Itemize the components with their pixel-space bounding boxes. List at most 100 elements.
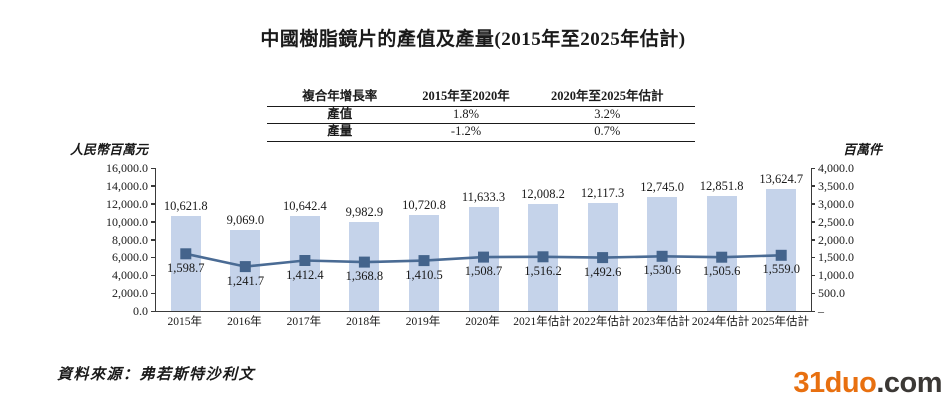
right-axis-tick-mark [811,239,815,241]
left-axis-tick-label: 12,000.0 [106,196,148,211]
cagr-row-label: 產量 [267,123,413,142]
right-axis-tick-mark [811,185,815,187]
right-axis-tick-mark [811,310,815,312]
line-value-label: 1,368.8 [345,269,384,284]
x-axis-tick-label: 2023年估計 [632,316,690,328]
cagr-header-period-2: 2020年至2025年估計 [519,89,695,107]
watermark-suffix: .com [876,367,942,399]
line-value-label: 1,492.6 [583,264,622,279]
bar-2015年 [170,216,201,311]
bar-value-label: 12,745.0 [640,180,684,195]
line-value-label: 1,516.2 [524,263,562,278]
cagr-value: 1.8% [412,106,520,124]
line-marker [358,256,370,268]
x-axis-tick-label: 2025年估計 [751,316,809,328]
right-axis-tick-label: – [818,304,824,318]
line-marker [418,255,430,267]
right-axis-tick-label: 3,000.0 [818,196,854,211]
line-value-label: 1,410.5 [405,267,443,282]
line-value-label: 1,559.0 [762,262,800,277]
cagr-row-label: 產值 [267,106,413,124]
right-axis-tick-mark [811,292,815,295]
watermark-brand: 31duo [793,367,877,399]
bar-value-label: 11,633.3 [461,190,506,205]
bar-value-label: 9,982.9 [345,204,384,219]
bar-value-label: 10,642.4 [282,198,327,213]
right-axis-tick-label: 2,000.0 [818,232,854,247]
left-axis-tick-mark [151,167,155,169]
watermark: 31duo.com [793,367,942,399]
x-axis-tick-label: 2018年 [346,316,381,328]
right-axis-tick-mark [811,167,815,169]
line-marker [299,255,311,266]
right-axis-tick-mark [811,274,815,277]
x-axis-tick-label: 2024年估計 [691,316,750,328]
bar-value-label: 12,851.8 [699,179,744,194]
line-value-label: 1,505.6 [702,264,741,279]
left-axis-tick-mark [151,221,155,223]
line-series [180,248,787,273]
line-value-label: 1,241.7 [226,273,265,288]
left-axis-tick-label: 2,000.0 [112,286,148,301]
left-axis-tick-mark [151,256,155,259]
left-axis-tick-label: 16,000.0 [106,161,148,175]
line-value-label: 1,530.6 [643,263,681,278]
right-axis-tick-label: 2,500.0 [818,214,854,229]
line-marker [537,251,549,263]
left-axis-tick-label: 0.0 [133,304,148,318]
line-marker [716,251,728,263]
x-axis-tick-label: 2021年估計 [513,316,571,328]
cagr-value: 0.7% [519,123,695,142]
bar-value-label: 9,069.0 [226,212,265,227]
right-axis-tick-label: 3,500.0 [818,178,854,193]
right-axis-unit-label: 百萬件 [843,142,883,157]
page-title: 中國樹脂鏡片的產值及產量(2015年至2025年估計) [260,29,686,50]
left-axis-tick-mark [151,274,155,277]
right-axis-tick-mark [811,221,815,223]
line-marker [597,252,609,264]
right-axis-tick-label: 1,500.0 [818,250,854,265]
right-axis-tick-label: 1,000.0 [818,268,854,283]
left-axis-unit-label: 人民幣百萬元 [69,142,148,157]
right-axis-tick-mark [811,256,815,259]
right-axis-tick-mark [811,203,815,205]
line-value-label: 1,412.4 [286,267,324,282]
cagr-header-metric: 複合年增長率 [267,89,413,107]
x-axis-tick-label: 2015年 [167,316,203,328]
left-axis-tick-mark [151,185,155,187]
x-axis-tick-label: 2020年 [465,316,500,328]
cagr-table: 複合年增長率 2015年至2020年 2020年至2025年估計 產值 1.8%… [267,89,695,142]
left-axis-tick-mark [151,203,155,205]
x-axis-tick-label: 2022年估計 [572,316,631,328]
cagr-header-period-1: 2015年至2020年 [412,89,520,107]
bar-value-label: 10,720.8 [402,198,446,213]
line-marker [180,248,192,260]
cagr-value: 3.2% [519,106,695,124]
left-axis-tick-mark [151,310,155,312]
cagr-value: -1.2% [412,123,520,142]
source-note: 資料來源：弗若斯特沙利文 [57,367,256,383]
right-axis-tick-label: 500.0 [818,286,845,301]
bar-value-label: 13,624.7 [759,172,804,187]
line-value-label: 1,598.7 [167,260,205,275]
plot-area: 10,621.8 9,069.0 10,642.4 9,982.9 10,720.8 11… [155,168,812,312]
line-value-label: 1,508.7 [464,264,503,279]
line-marker [775,249,787,261]
line-marker [239,261,251,273]
bar-value-label: 10,621.8 [163,199,208,214]
x-axis-tick-label: 2016年 [227,316,262,328]
x-axis-tick-label: 2019年 [405,316,441,328]
right-axis-tick-label: 4,000.0 [818,161,854,175]
bar-value-label: 12,117.3 [580,185,625,200]
left-axis-tick-mark [151,292,155,295]
left-axis-tick-label: 8,000.0 [112,232,148,247]
left-axis-tick-mark [151,239,155,241]
cagr-row-output-volume: 產量 -1.2% 0.7% [267,123,695,142]
left-axis-tick-label: 6,000.0 [112,250,148,265]
cagr-table-header-row: 複合年增長率 2015年至2020年 2020年至2025年估計 [267,89,695,107]
line-marker [656,250,668,262]
cagr-row-output-value: 產值 1.8% 3.2% [267,106,695,124]
left-axis-tick-label: 14,000.0 [106,178,148,193]
line-marker [478,251,489,263]
